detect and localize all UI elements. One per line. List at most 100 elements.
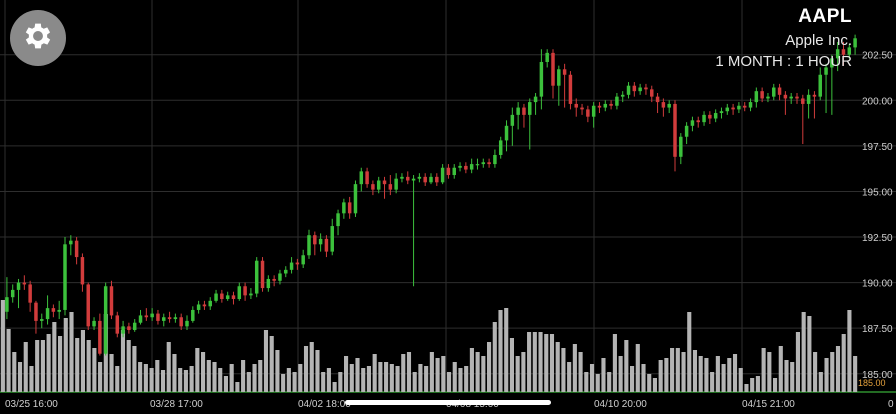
- candle-body: [400, 176, 404, 179]
- candle-body: [650, 89, 654, 97]
- volume-bar: [607, 372, 612, 392]
- candle-body: [673, 103, 677, 157]
- volume-bar: [841, 334, 846, 392]
- candle-body: [80, 257, 85, 285]
- candle-body: [330, 226, 334, 252]
- volume-bar: [824, 358, 829, 392]
- volume-bar: [624, 340, 629, 392]
- volume-bar: [201, 352, 206, 392]
- volume-bar: [515, 356, 520, 392]
- candle-body: [115, 315, 120, 334]
- candle-body: [835, 49, 840, 59]
- volume-bar: [303, 346, 309, 392]
- timeframe-label[interactable]: 1 MONTH : 1 HOUR: [715, 53, 852, 70]
- candle-body: [301, 255, 305, 265]
- volume-bar: [58, 336, 63, 392]
- volume-bar: [138, 362, 143, 392]
- volume-bar: [710, 372, 715, 392]
- home-indicator[interactable]: [345, 400, 551, 405]
- volume-bar: [818, 372, 823, 392]
- volume-bar: [767, 352, 772, 392]
- candle-body: [644, 87, 648, 90]
- volume-bar: [784, 360, 789, 392]
- candle-body: [342, 202, 346, 214]
- candle-body: [260, 260, 265, 289]
- candle-body: [179, 317, 183, 327]
- candle-body: [562, 69, 567, 75]
- candle-body: [731, 107, 735, 110]
- volume-bar: [263, 330, 269, 392]
- volume-bar: [561, 348, 566, 392]
- candle-body: [458, 165, 462, 168]
- candle-body: [51, 308, 56, 312]
- candle-body: [696, 120, 700, 123]
- volume-bar: [12, 352, 17, 392]
- volume-bar: [578, 352, 583, 392]
- volume-bar: [853, 356, 858, 392]
- candle-body: [150, 313, 154, 318]
- volume-bar: [544, 334, 549, 392]
- volume-bar: [75, 338, 80, 392]
- volume-bar: [155, 360, 160, 392]
- candle-body: [603, 103, 608, 108]
- candle-body: [469, 164, 474, 170]
- ticker-symbol: AAPL: [798, 6, 852, 27]
- volume-bar: [6, 329, 11, 392]
- price-tick-label: 202.50: [862, 51, 893, 62]
- price-tick-label: 192.50: [862, 233, 893, 244]
- candle-body: [568, 74, 573, 104]
- candle-body: [574, 103, 578, 108]
- volume-bar: [281, 374, 286, 392]
- candle-body: [615, 96, 619, 106]
- volume-bar: [601, 358, 606, 392]
- volume-bar: [212, 362, 217, 392]
- price-tick-label: 195.00: [862, 187, 893, 198]
- volume-bar: [23, 342, 28, 392]
- volume-bar: [487, 342, 492, 392]
- candle-body: [185, 320, 189, 327]
- candle-body: [661, 102, 666, 108]
- candle-body: [16, 282, 21, 290]
- time-tick-label: 03/25 16:00: [5, 399, 58, 410]
- price-axis: 202.50 200.00 197.50 195.00 192.50 190.00 187.…: [862, 51, 893, 381]
- time-tick-label: 04/02 18:00: [298, 399, 351, 410]
- candle-body: [167, 317, 172, 320]
- volume-bar: [98, 362, 103, 392]
- volume-bar: [235, 382, 240, 392]
- settings-button[interactable]: [10, 10, 66, 66]
- volume-bar: [178, 368, 183, 392]
- candle-body: [742, 105, 747, 108]
- volume-bar: [63, 318, 68, 392]
- candle-body: [533, 96, 538, 103]
- gear-icon: [21, 19, 55, 58]
- volume-bar: [384, 362, 389, 392]
- volume-bar: [86, 340, 91, 392]
- volume-bar: [412, 372, 417, 392]
- candle-body: [278, 273, 282, 281]
- volume-bar: [241, 360, 246, 392]
- volume-bar: [298, 364, 303, 392]
- candle-body: [284, 269, 288, 274]
- volume-bar: [664, 358, 669, 392]
- candle-body: [679, 136, 683, 157]
- volume-bar: [395, 366, 400, 392]
- volume-bar: [795, 332, 800, 392]
- candle-body: [394, 178, 398, 190]
- volume-bar: [149, 368, 154, 392]
- candle-body: [772, 87, 776, 97]
- volume-bar: [223, 376, 228, 392]
- candle-body: [289, 262, 294, 270]
- volume-bar: [143, 364, 148, 392]
- volume-bar: [630, 366, 635, 392]
- volume-bar: [738, 368, 743, 392]
- volume-bar: [612, 334, 617, 392]
- volume-bar: [658, 360, 663, 392]
- candle-body: [777, 87, 782, 95]
- candle-body: [841, 49, 846, 55]
- volume-bar: [115, 366, 120, 392]
- candle-body: [69, 240, 73, 245]
- price-tick-label: 187.50: [862, 324, 893, 335]
- volume-bar: [292, 372, 297, 392]
- candle-body: [272, 278, 276, 281]
